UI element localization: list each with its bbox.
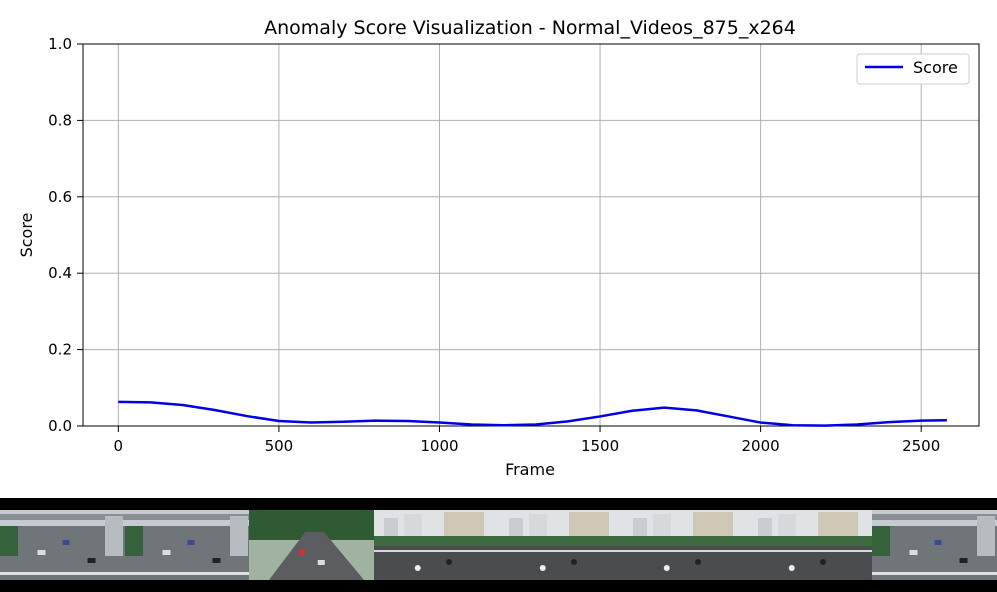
x-tick-label: 2000 <box>742 437 780 455</box>
video-frame-thumbnail <box>498 510 624 580</box>
x-axis-label: Frame <box>505 460 555 479</box>
chart-title: Anomaly Score Visualization - Normal_Vid… <box>264 17 796 39</box>
line-chart: Anomaly Score Visualization - Normal_Vid… <box>17 17 980 479</box>
legend-label: Score <box>913 58 958 77</box>
video-frame-thumbnail <box>373 510 499 580</box>
y-tick-label: 0.8 <box>48 111 72 129</box>
y-tick-label: 0.0 <box>48 417 72 435</box>
legend: Score <box>856 53 970 85</box>
y-axis-label: Score <box>17 213 36 258</box>
x-tick-label: 500 <box>265 437 294 455</box>
video-frame-thumbnail <box>747 510 873 580</box>
y-tick-label: 0.6 <box>48 188 72 206</box>
y-tick-label: 0.2 <box>48 341 72 359</box>
plot-frame <box>82 43 980 427</box>
video-frame-thumbnail <box>249 510 375 580</box>
grid <box>83 43 979 427</box>
video-frame-thumbnail <box>872 510 997 580</box>
x-tick-label: 2500 <box>902 437 940 455</box>
series-layer <box>118 400 947 427</box>
x-tick-label: 1000 <box>420 437 458 455</box>
x-tick-label: 0 <box>114 437 124 455</box>
video-frame-thumbnail <box>124 510 250 580</box>
series-line-score <box>118 400 947 427</box>
axes: 0 500 1000 1500 2000 2500 0.0 0.2 0.4 0.6 0.8 1.0 <box>48 35 980 455</box>
y-tick-label: 0.4 <box>48 264 72 282</box>
y-tick-label: 1.0 <box>48 35 72 53</box>
x-tick-label: 1500 <box>581 437 619 455</box>
video-frame-thumbnail <box>0 510 125 580</box>
video-frame-thumbnail <box>623 510 749 580</box>
legend-box <box>856 53 970 85</box>
video-frame-strip <box>0 498 997 592</box>
